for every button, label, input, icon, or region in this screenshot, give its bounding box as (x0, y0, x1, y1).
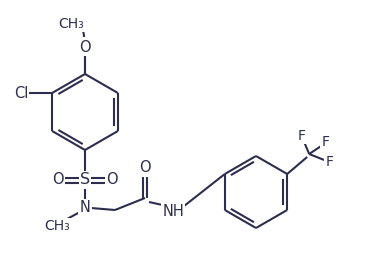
Text: O: O (139, 161, 151, 176)
Text: F: F (297, 129, 305, 143)
Text: O: O (79, 40, 91, 54)
Text: O: O (79, 39, 91, 54)
Text: O: O (106, 172, 118, 187)
Text: S: S (80, 172, 90, 187)
Text: NH: NH (162, 205, 184, 219)
Text: F: F (325, 155, 333, 169)
Text: F: F (321, 135, 329, 149)
Text: CH₃: CH₃ (58, 17, 84, 31)
Text: O: O (52, 172, 64, 187)
Text: CH₃: CH₃ (44, 219, 70, 233)
Text: N: N (80, 200, 90, 215)
Text: Cl: Cl (14, 86, 28, 101)
